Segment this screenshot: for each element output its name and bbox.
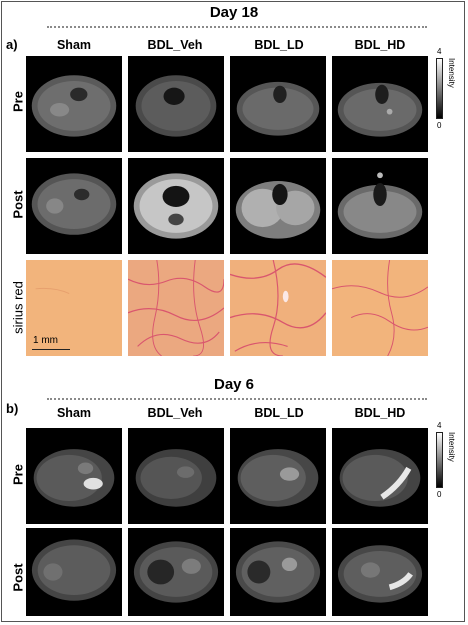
day18-colorbar-max: 4 [437,47,442,56]
mri-day18-pre-bdl-hd [332,56,428,152]
mri-day18-post-bdl-ld [230,158,326,254]
mri-day18-post-bdl-veh [128,158,224,254]
histo-day18-bdl-veh [128,260,224,356]
mri-day18-pre-bdl-veh [128,56,224,152]
day6-divider [47,398,427,400]
mri-day18-pre-bdl-ld [230,56,326,152]
mri-day6-post-sham [26,528,122,616]
histo-day18-bdl-ld [230,260,326,356]
panel-a-label: a) [6,37,18,52]
day6-col-bdl-hd: BDL_HD [354,406,406,420]
scalebar [32,349,70,350]
day18-row-pre: Pre [10,91,26,112]
mri-day6-post-bdl-hd [332,528,428,616]
histo-day18-sham [26,260,122,356]
mri-day6-pre-bdl-ld [230,428,326,524]
day18-divider [47,26,427,28]
mri-day6-pre-bdl-veh [128,428,224,524]
day6-row-pre: Pre [10,464,26,485]
day6-colorbar-min: 0 [437,490,442,499]
day6-title: Day 6 [213,376,255,393]
panel-b-label: b) [6,401,19,416]
day6-row-post: Post [10,563,26,592]
mri-day18-post-bdl-hd [332,158,428,254]
day18-col-bdl-ld: BDL_LD [254,38,304,52]
day6-intensity-colorbar [436,432,443,488]
histo-day18-bdl-hd [332,260,428,356]
day6-col-bdl-veh: BDL_Veh [147,406,203,420]
day6-colorbar-max: 4 [437,421,442,430]
scalebar-label: 1 mm [33,335,58,346]
mri-day6-pre-bdl-hd [332,428,428,524]
day18-row-post: Post [10,190,26,219]
mri-day6-post-bdl-veh [128,528,224,616]
day6-col-sham: Sham [56,406,92,420]
day18-colorbar-label: Intensity [447,58,456,88]
day18-intensity-colorbar [436,58,443,119]
day6-col-bdl-ld: BDL_LD [254,406,304,420]
day18-col-sham: Sham [56,38,92,52]
mri-day6-post-bdl-ld [230,528,326,616]
day18-col-bdl-veh: BDL_Veh [147,38,203,52]
day18-row-sirius-red: sirius red [10,281,26,334]
day18-title: Day 18 [209,4,259,21]
mri-day18-pre-sham [26,56,122,152]
day18-colorbar-min: 0 [437,121,442,130]
mri-day6-pre-sham [26,428,122,524]
day6-colorbar-label: Intensity [447,432,456,462]
day18-col-bdl-hd: BDL_HD [354,38,406,52]
mri-day18-post-sham [26,158,122,254]
